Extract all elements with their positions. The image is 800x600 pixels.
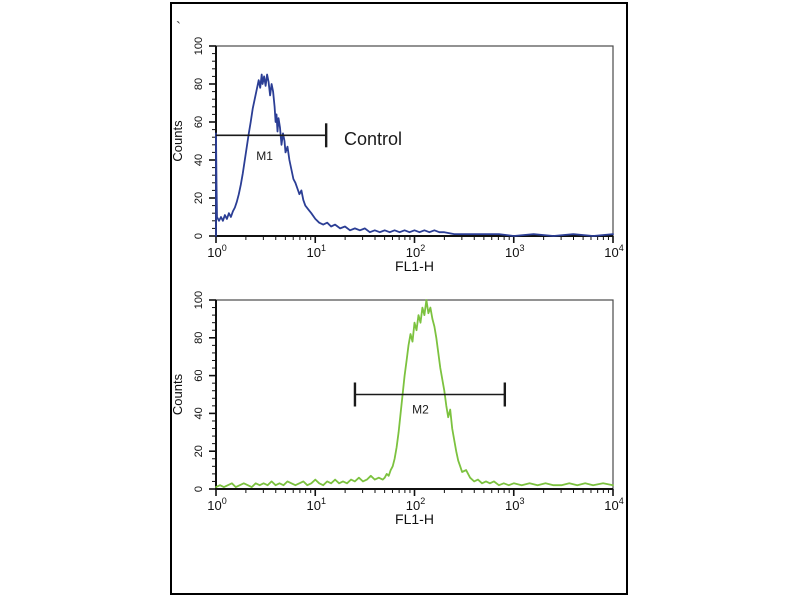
stray-mark: ` [176,19,181,36]
axis-lines [215,46,613,237]
panel-top: 100 101 102 103 104 0 20 40 60 80 100 FL1-H Counts M1… [170,37,624,274]
marker-annotation: Control [344,129,402,149]
plot-frame [215,45,614,237]
y-tick-label: 60 [193,116,205,128]
x-tick-label: 103 [505,243,524,260]
y-axis-label: Counts [170,120,185,162]
y-tick-label: 80 [193,78,205,90]
x-tick-label: 103 [505,496,524,513]
panel-bottom: 100 101 102 103 104 0 20 40 60 80 100 FL1-H Counts M2 [170,291,624,527]
x-tick-label: 104 [604,243,623,260]
y-tick-label: 0 [193,233,205,239]
x-tick-label: 101 [307,243,326,260]
x-tick-label: 100 [207,243,226,260]
y-tick-label: 40 [193,154,205,166]
y-tick-label: 0 [193,486,205,492]
x-tick-label: 101 [307,496,326,513]
x-tick-label: 102 [406,496,425,513]
y-axis-label: Counts [170,373,185,415]
y-tick-label: 60 [193,369,205,381]
x-axis-label: FL1-H [395,511,434,527]
y-tick-label: 100 [193,291,205,309]
histogram-curve [215,299,614,489]
marker-label: M2 [412,402,429,416]
figure-border [170,2,628,595]
x-tick-label: 100 [207,496,226,513]
x-tick-label: 102 [406,243,425,260]
y-tick-label: 80 [193,332,205,344]
y-tick-label: 40 [193,407,205,419]
x-tick-label: 104 [604,496,623,513]
x-axis-label: FL1-H [395,258,434,274]
y-tick-label: 100 [193,37,205,55]
marker-label: M1 [256,149,273,163]
y-tick-label: 20 [193,445,205,457]
y-tick-label: 20 [193,192,205,204]
histogram-curve-control [215,73,614,237]
